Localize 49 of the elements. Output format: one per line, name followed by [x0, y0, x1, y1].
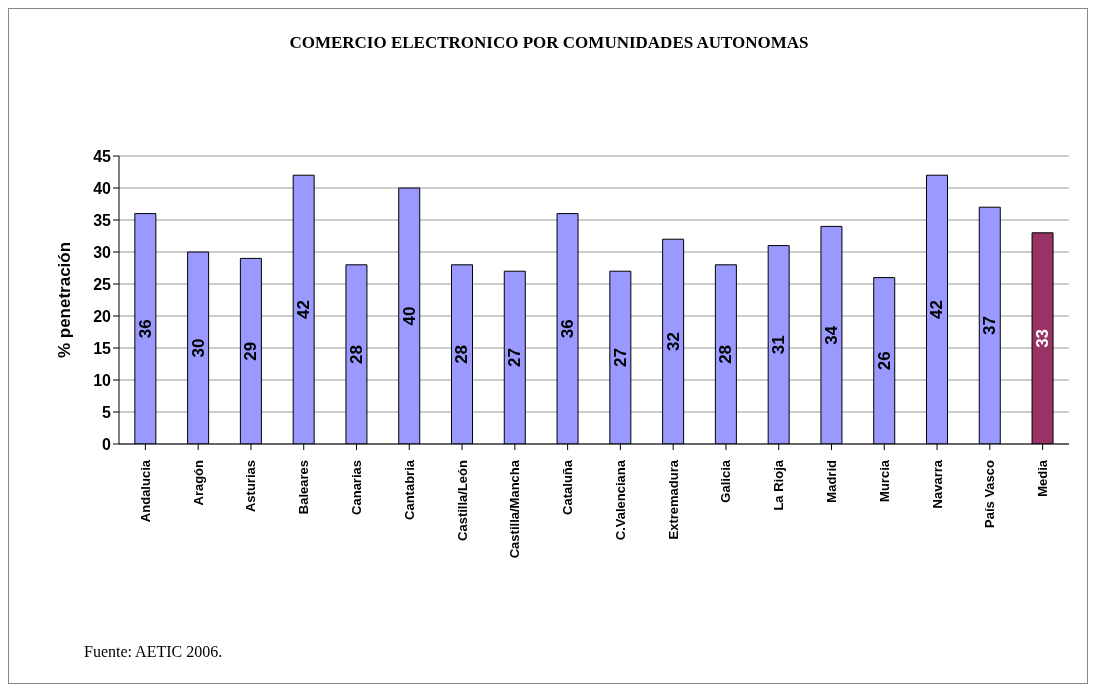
data-label: 33: [1033, 328, 1053, 348]
y-tick-label: 30: [93, 243, 112, 261]
y-tick-label: 15: [93, 339, 112, 357]
x-tick-label: C.Valenciana: [612, 459, 628, 541]
data-label: 31: [769, 335, 789, 355]
y-tick-label: 20: [93, 307, 112, 325]
y-tick-label: 5: [102, 403, 112, 421]
x-tick-label: La Rioja: [771, 459, 787, 511]
data-label: 36: [558, 319, 578, 339]
data-label: 40: [399, 306, 419, 326]
x-tick-label: Castilla/León: [454, 459, 470, 541]
x-tick-label: País Vasco: [982, 459, 998, 528]
data-label: 37: [980, 316, 1000, 336]
y-tick-label: 35: [93, 211, 112, 229]
y-axis-title: % penetración: [55, 241, 75, 359]
data-label: 36: [135, 319, 155, 339]
data-label: 27: [505, 348, 525, 368]
x-tick-label: Baleares: [296, 460, 312, 515]
source-note: Fuente: AETIC 2006.: [84, 643, 223, 661]
data-label: 28: [452, 344, 472, 364]
chart-title: COMERCIO ELECTRONICO POR COMUNIDADES AUTONOMAS: [288, 33, 810, 53]
data-label: 26: [874, 351, 894, 371]
x-tick-label: Cantabria: [401, 459, 417, 520]
data-label: 32: [663, 332, 683, 352]
x-tick-label: Cataluña: [560, 459, 576, 515]
y-tick-label: 25: [93, 275, 112, 293]
x-tick-label: Extremadura: [665, 459, 681, 540]
x-tick-label: Galicia: [718, 459, 734, 503]
x-tick-label: Murcia: [876, 459, 892, 502]
data-label: 34: [821, 325, 841, 345]
y-tick-label: 40: [93, 179, 112, 197]
x-tick-label: Canarias: [349, 460, 364, 515]
x-tick-label: Madrid: [824, 459, 839, 503]
data-label: 28: [346, 344, 366, 364]
data-label: 28: [716, 344, 736, 364]
x-tick-label: Castilla/Mancha: [507, 459, 523, 559]
data-label: 30: [188, 338, 208, 358]
x-tick-label: Andalucia: [137, 459, 153, 523]
x-tick-label: Asturias: [243, 460, 259, 513]
y-tick-label: 0: [102, 435, 112, 453]
data-label: 42: [294, 300, 314, 320]
x-tick-label: Media: [1035, 459, 1051, 497]
x-tick-label: Aragón: [190, 459, 206, 506]
y-tick-label: 10: [93, 371, 112, 389]
x-tick-label: Navarra: [929, 459, 945, 509]
y-tick-label: 45: [93, 147, 112, 165]
data-label: 42: [927, 300, 947, 320]
data-label: 27: [610, 348, 630, 368]
data-label: 29: [241, 341, 261, 361]
